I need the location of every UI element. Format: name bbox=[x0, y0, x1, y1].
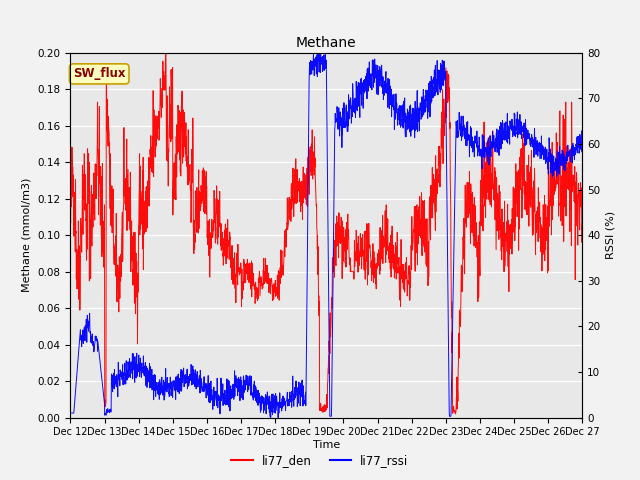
Y-axis label: RSSI (%): RSSI (%) bbox=[606, 211, 616, 259]
Y-axis label: Methane (mmol/m3): Methane (mmol/m3) bbox=[22, 178, 32, 292]
Title: Methane: Methane bbox=[296, 36, 356, 50]
Legend: li77_den, li77_rssi: li77_den, li77_rssi bbox=[227, 449, 413, 472]
Text: SW_flux: SW_flux bbox=[73, 67, 125, 80]
X-axis label: Time: Time bbox=[313, 440, 340, 450]
